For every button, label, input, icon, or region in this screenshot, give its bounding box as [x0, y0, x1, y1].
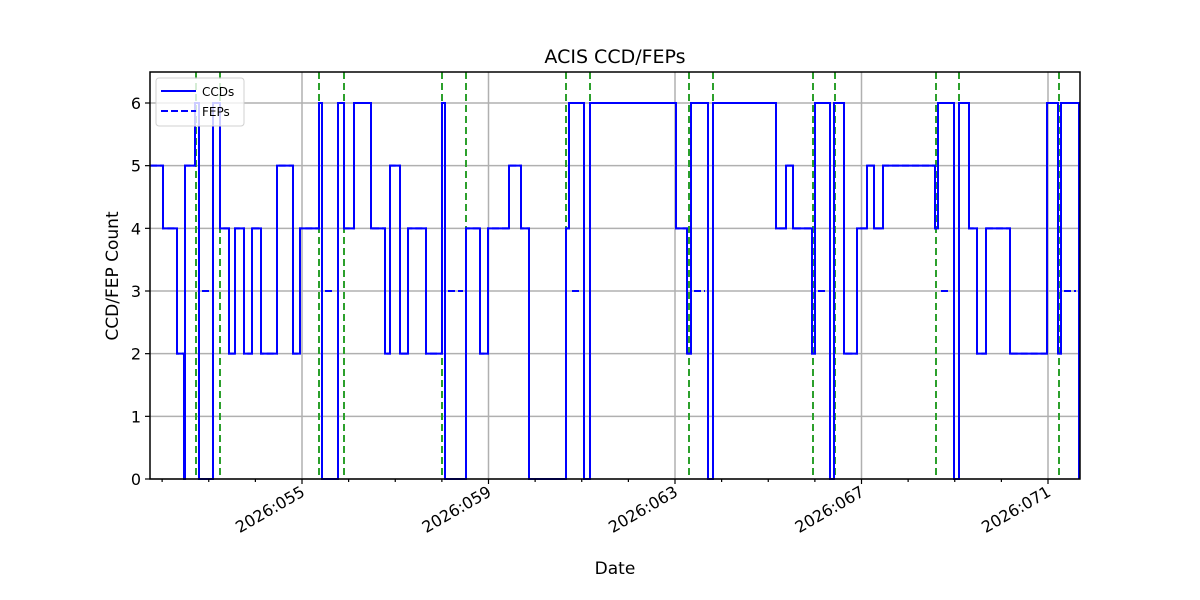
grid-lines	[150, 72, 1080, 480]
y-tick-label: 2	[131, 345, 141, 364]
axis-ticks: 0 1 2 3 4 5 6 2026:055 2026:059 2026:063 2026:067 2…	[131, 94, 1054, 537]
x-tick-label: 2026:059	[419, 482, 495, 537]
y-tick-label: 5	[131, 157, 141, 176]
legend: CCDs FEPs	[155, 77, 245, 127]
x-tick-label: 2026:067	[792, 482, 868, 537]
x-axis-label: Date	[595, 559, 636, 579]
x-tick-label: 2026:071	[978, 482, 1054, 537]
y-axis-label: CCD/FEP Count	[103, 211, 123, 341]
plot-frame	[149, 71, 1081, 480]
legend-feps-label: FEPs	[202, 105, 230, 119]
y-tick-label: 0	[131, 470, 141, 489]
series-lines	[150, 102, 1080, 480]
chart-title: ACIS CCD/FEPs	[544, 46, 685, 68]
y-tick-label: 1	[131, 407, 141, 426]
y-tick-label: 4	[131, 219, 141, 238]
x-tick-label: 2026:055	[232, 482, 308, 537]
feps-series-line	[150, 102, 1080, 480]
y-tick-label: 3	[131, 282, 141, 301]
legend-ccds-label: CCDs	[202, 85, 234, 99]
y-tick-label: 6	[131, 94, 141, 113]
x-tick-label: 2026:063	[605, 482, 681, 537]
perigee-markers	[195, 72, 1060, 479]
